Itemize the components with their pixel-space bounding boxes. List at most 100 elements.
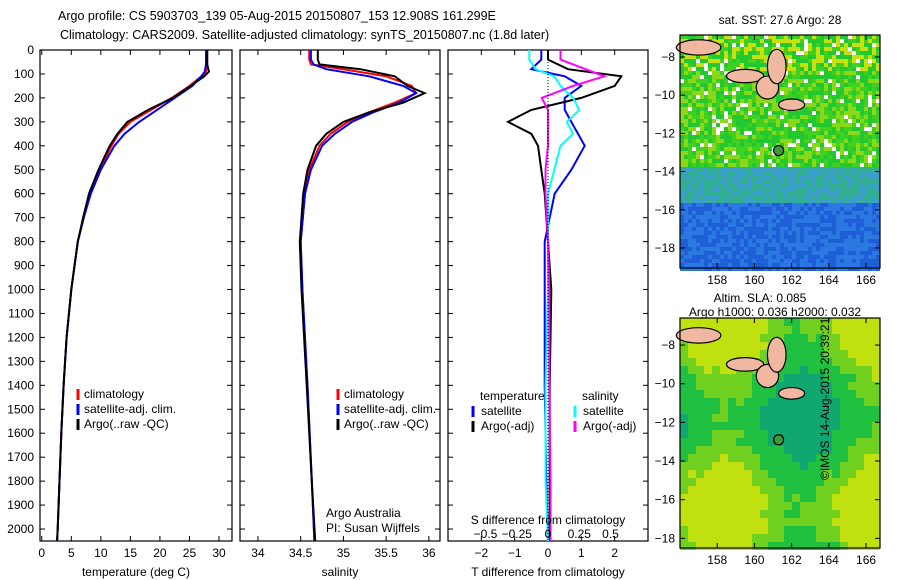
map-cell [840, 251, 844, 255]
map-cell [788, 79, 792, 83]
map-cell [804, 267, 808, 271]
map-cell [784, 91, 788, 95]
map-cell [792, 163, 796, 167]
map-cell [696, 139, 700, 143]
map-cell [800, 406, 808, 414]
map-cell [740, 179, 744, 183]
map-cell [800, 111, 804, 115]
map-cell [848, 438, 856, 446]
map-cell [872, 382, 880, 390]
map-cell [780, 231, 784, 235]
map-cell [760, 358, 768, 366]
map-cell [792, 43, 796, 47]
map-cell [784, 263, 788, 267]
map-cell [696, 414, 704, 422]
map-cell [728, 175, 732, 179]
map-cell [760, 207, 764, 211]
map-cell [704, 95, 708, 99]
map-cell [716, 135, 720, 139]
map-cell [784, 510, 792, 518]
map-cell [816, 87, 820, 91]
map-cell [700, 87, 704, 91]
map-cell [836, 199, 840, 203]
map-cell [828, 139, 832, 143]
map-cell [744, 107, 748, 111]
map-cell [848, 239, 852, 243]
map-cell [820, 179, 824, 183]
map-cell [740, 135, 744, 139]
map-cell [848, 494, 856, 502]
map-cell [744, 83, 748, 87]
map-cell [816, 91, 820, 95]
map-cell [756, 179, 760, 183]
map-cell [752, 518, 760, 526]
map-cell [764, 39, 768, 43]
map-cell [868, 87, 872, 91]
map-cell [864, 111, 868, 115]
map-cell [724, 83, 728, 87]
map-cell [724, 171, 728, 175]
map-cell [836, 87, 840, 91]
map-cell [848, 255, 852, 259]
map-cell [684, 55, 688, 59]
map-cell [760, 454, 768, 462]
map-cell [872, 251, 876, 255]
map-cell [712, 99, 716, 103]
map-cell [736, 259, 740, 263]
map-cell [784, 542, 792, 550]
map-cell [800, 135, 804, 139]
map-cell [856, 334, 864, 342]
map-cell [728, 35, 732, 39]
map-cell [708, 211, 712, 215]
map-cell [716, 147, 720, 151]
map-cell [736, 438, 744, 446]
map-cell [860, 203, 864, 207]
map-cell [696, 143, 700, 147]
map-cell [832, 342, 840, 350]
map-cell [768, 151, 772, 155]
map-cell [824, 171, 828, 175]
map-cell [872, 51, 876, 55]
map-cell [696, 59, 700, 63]
map-cell [704, 91, 708, 95]
map-cell [704, 151, 708, 155]
map-cell [704, 135, 708, 139]
map-cell [692, 111, 696, 115]
map-cell [760, 438, 768, 446]
map-cell [736, 111, 740, 115]
map-cell [836, 219, 840, 223]
map-cell [720, 374, 728, 382]
map-cell [864, 55, 868, 59]
map-cell [864, 251, 868, 255]
map-cell [844, 251, 848, 255]
map-cell [808, 147, 812, 151]
map-cell [840, 167, 844, 171]
map-cell [828, 111, 832, 115]
map-cell [832, 95, 836, 99]
map-cell [784, 163, 788, 167]
map-cell [696, 167, 700, 171]
map-cell [732, 55, 736, 59]
map-cell [804, 135, 808, 139]
map-cell [696, 171, 700, 175]
map-cell [708, 191, 712, 195]
map-cell [872, 342, 880, 350]
map-cell [856, 454, 864, 462]
map-cell [764, 243, 768, 247]
map-cell [812, 147, 816, 151]
map-cell [848, 486, 856, 494]
map-cell [816, 115, 820, 119]
map-cell [712, 95, 716, 99]
map-cell [816, 478, 824, 486]
map-cell [692, 123, 696, 127]
map-cell [820, 151, 824, 155]
map-cell [720, 91, 724, 95]
map-cell [812, 259, 816, 263]
map-cell [744, 123, 748, 127]
map-cell [808, 35, 812, 39]
map-cell [692, 163, 696, 167]
map-cell [848, 374, 856, 382]
map-cell [784, 534, 792, 542]
map-cell [684, 215, 688, 219]
map-cell [696, 470, 704, 478]
